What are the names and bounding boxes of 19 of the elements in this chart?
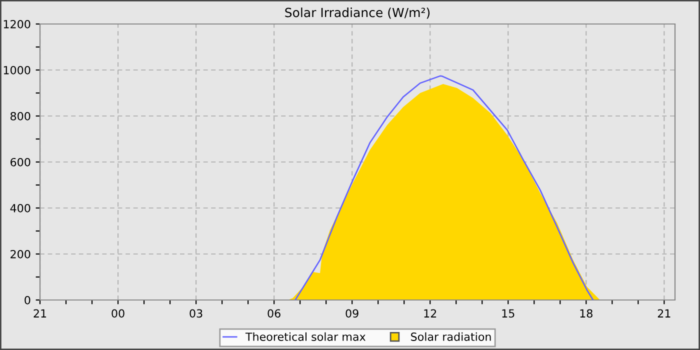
chart-title: Solar Irradiance (W/m²) [285, 8, 430, 19]
x-tick-label: 21 [34, 309, 46, 318]
x-tick-label: 06 [268, 309, 280, 318]
x-tick-label: 09 [346, 309, 358, 318]
x-tick-label: 15 [502, 309, 514, 318]
y-tick-label: 1000 [4, 66, 30, 74]
legend-label: Solar radiation [411, 332, 491, 341]
x-tick-label: 12 [424, 309, 436, 318]
y-tick-label: 200 [10, 250, 30, 258]
x-tick-label: 21 [658, 309, 670, 318]
x-tick-label: 00 [112, 309, 124, 318]
x-tick-label: 18 [580, 309, 592, 318]
legend-label: Theoretical solar max [245, 332, 366, 341]
y-tick-label: 0 [24, 296, 30, 304]
y-tick-label: 600 [10, 158, 30, 166]
y-tick-label: 400 [10, 204, 30, 212]
y-tick-label: 1200 [4, 20, 30, 28]
x-tick-label: 03 [190, 309, 202, 318]
y-tick-label: 800 [10, 112, 30, 120]
